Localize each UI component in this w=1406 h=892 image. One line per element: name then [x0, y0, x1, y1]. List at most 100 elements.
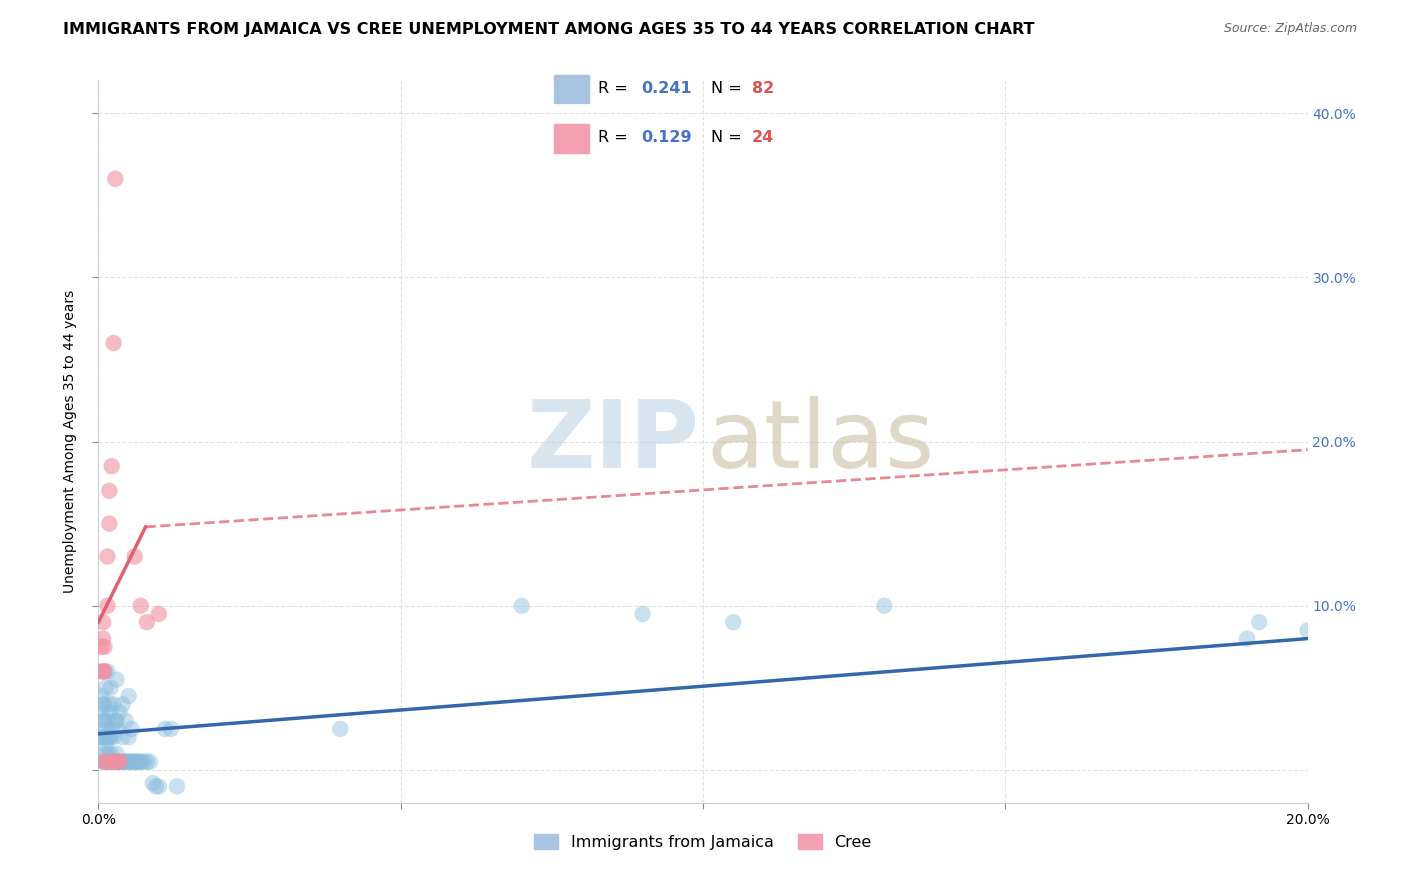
Text: 82: 82 [752, 81, 773, 96]
Point [107, 755, 129, 769]
Point [111, 755, 134, 769]
Point [98, 483, 121, 498]
Point [93, 698, 115, 712]
Point [124, 755, 146, 769]
Text: Source: ZipAtlas.com: Source: ZipAtlas.com [1223, 22, 1357, 36]
Point [90, 665, 112, 679]
Point [96, 730, 118, 744]
Point [145, 780, 167, 794]
Point [100, 722, 122, 736]
Point [107, 755, 129, 769]
Point [91, 665, 114, 679]
Point [96, 747, 118, 761]
Point [100, 755, 122, 769]
Point [118, 689, 141, 703]
Text: N =: N = [710, 130, 747, 145]
Point [873, 599, 896, 613]
Point [91, 714, 114, 728]
Point [90, 706, 112, 720]
Point [93, 665, 115, 679]
Point [91, 730, 114, 744]
Point [166, 780, 188, 794]
Point [100, 730, 122, 744]
Point [121, 755, 143, 769]
Point [122, 755, 145, 769]
Point [96, 549, 118, 564]
Point [96, 665, 118, 679]
Point [103, 336, 125, 351]
Point [91, 698, 114, 712]
Text: R =: R = [599, 81, 633, 96]
Text: atlas: atlas [707, 395, 935, 488]
Point [129, 599, 152, 613]
Point [118, 755, 141, 769]
Text: 0.241: 0.241 [641, 81, 692, 96]
Point [91, 615, 114, 630]
Point [124, 549, 146, 564]
Point [98, 516, 121, 531]
Point [129, 755, 152, 769]
Point [105, 747, 128, 761]
Point [91, 755, 114, 769]
Point [148, 780, 170, 794]
Point [112, 755, 135, 769]
Bar [554, 75, 589, 103]
Point [96, 755, 118, 769]
Point [114, 714, 136, 728]
Point [94, 755, 117, 769]
Point [96, 599, 118, 613]
Point [117, 755, 139, 769]
Point [104, 171, 127, 186]
Point [160, 722, 183, 736]
Point [1249, 615, 1271, 630]
Point [108, 706, 131, 720]
Point [94, 739, 117, 753]
Point [98, 755, 121, 769]
Point [111, 698, 134, 712]
Point [93, 755, 115, 769]
Text: 24: 24 [752, 130, 773, 145]
Point [110, 755, 132, 769]
Point [93, 665, 115, 679]
Point [723, 615, 745, 630]
Point [135, 755, 157, 769]
Point [111, 730, 134, 744]
Point [100, 755, 122, 769]
Point [108, 755, 131, 769]
Point [121, 722, 143, 736]
Text: N =: N = [710, 81, 747, 96]
Point [132, 755, 155, 769]
Point [128, 755, 150, 769]
Point [105, 714, 128, 728]
Point [100, 459, 122, 474]
Point [329, 722, 352, 736]
Point [90, 689, 112, 703]
Legend: Immigrants from Jamaica, Cree: Immigrants from Jamaica, Cree [527, 828, 879, 856]
Point [98, 698, 121, 712]
Point [90, 730, 112, 744]
Point [118, 755, 141, 769]
Point [104, 714, 127, 728]
Point [94, 722, 117, 736]
Point [96, 714, 118, 728]
Point [100, 755, 122, 769]
Point [1236, 632, 1258, 646]
Point [108, 755, 131, 769]
Point [125, 755, 148, 769]
Point [103, 730, 125, 744]
Point [105, 755, 128, 769]
Text: R =: R = [599, 130, 633, 145]
Point [90, 640, 112, 654]
Point [91, 632, 114, 646]
Point [139, 755, 162, 769]
Point [100, 747, 122, 761]
Point [103, 698, 125, 712]
Point [98, 730, 121, 744]
Point [1296, 624, 1319, 638]
Point [93, 730, 115, 744]
Point [103, 755, 125, 769]
Point [104, 755, 127, 769]
Text: ZIP: ZIP [526, 395, 699, 488]
Point [94, 755, 117, 769]
Point [631, 607, 654, 621]
